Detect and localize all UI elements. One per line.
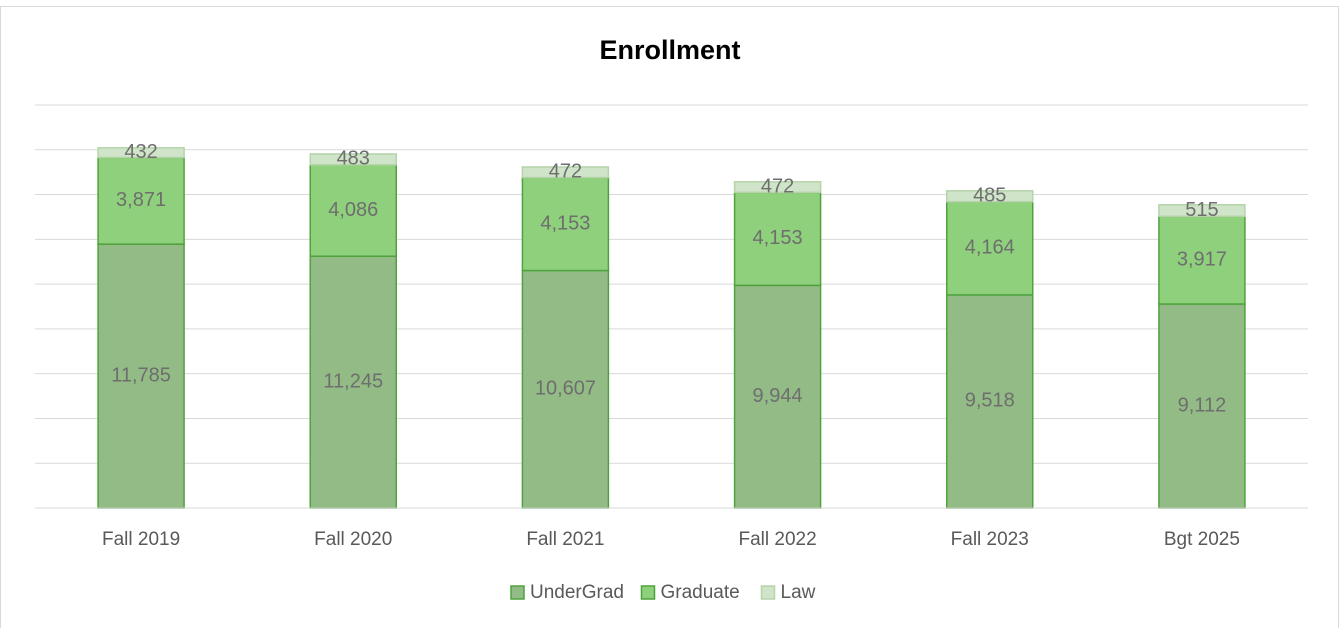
data-label: 3,917 — [1177, 248, 1227, 270]
bar-segment — [1158, 303, 1246, 509]
data-label: 10,607 — [535, 378, 596, 400]
legend-label: UnderGrad — [530, 582, 624, 603]
x-tick-label: Fall 2023 — [951, 529, 1029, 550]
bar-segment — [946, 294, 1034, 509]
legend-swatch — [640, 585, 656, 600]
bar-segment — [309, 153, 397, 166]
legend-swatch — [760, 585, 776, 600]
data-label: 4,153 — [540, 212, 590, 234]
legend-label: Graduate — [661, 582, 740, 603]
data-label: 515 — [1185, 199, 1218, 221]
bar-segment — [946, 200, 1034, 296]
data-label: 472 — [761, 175, 794, 197]
legend-swatch — [510, 585, 525, 600]
data-label: 11,245 — [323, 370, 383, 392]
x-tick-label: Fall 2022 — [738, 529, 816, 550]
data-label: 9,518 — [965, 390, 1015, 412]
data-label: 4,086 — [328, 199, 378, 221]
chart-frame — [0, 6, 1339, 628]
x-tick-label: Bgt 2025 — [1164, 529, 1240, 550]
x-tick-label: Fall 2019 — [102, 529, 180, 550]
bar-segment — [97, 156, 185, 245]
chart-title: Enrollment — [599, 35, 740, 65]
bar-segment — [521, 269, 610, 509]
x-tick-label: Fall 2020 — [314, 529, 392, 550]
data-label: 483 — [337, 148, 370, 170]
legend-label: Law — [781, 582, 816, 603]
data-label: 11,785 — [111, 364, 171, 386]
data-label: 432 — [124, 141, 157, 163]
data-label: 4,164 — [965, 237, 1015, 259]
bar-segment — [946, 190, 1034, 203]
bar-segment — [733, 181, 822, 194]
bar-segment — [733, 191, 822, 287]
data-label: 9,112 — [1178, 394, 1227, 416]
bar-segment — [521, 166, 610, 179]
bar-segment — [1158, 215, 1246, 305]
x-tick-label: Fall 2021 — [526, 529, 604, 550]
data-label: 485 — [973, 185, 1006, 207]
data-label: 9,944 — [753, 385, 803, 407]
bar-segment — [309, 164, 397, 257]
data-label: 3,871 — [116, 189, 166, 211]
data-label: 4,153 — [753, 227, 803, 249]
bar-segment — [1158, 204, 1246, 218]
bar-segment — [97, 147, 185, 159]
data-label: 472 — [549, 161, 582, 183]
